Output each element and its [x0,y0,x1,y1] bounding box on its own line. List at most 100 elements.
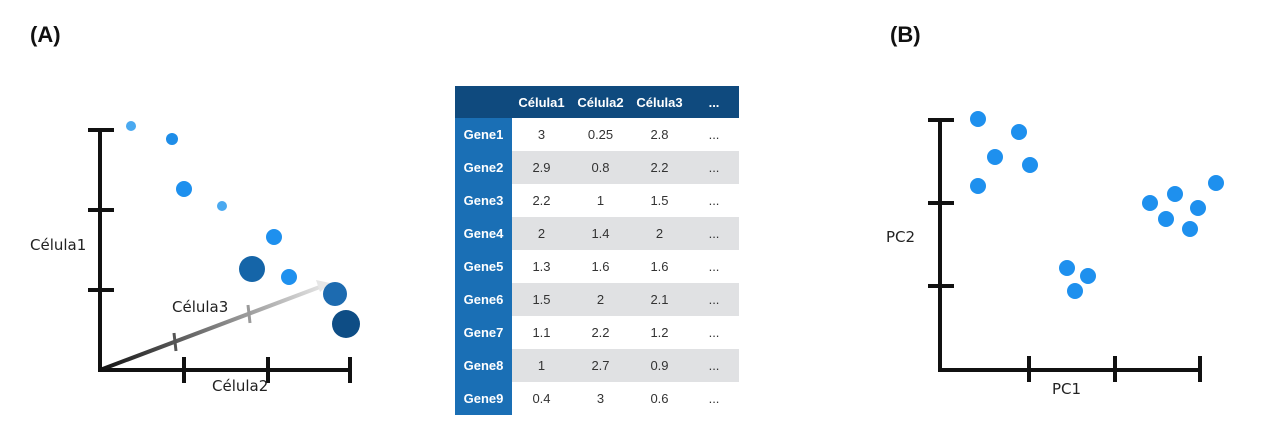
plot-a-depth-tick [172,332,178,352]
gene-name-cell: Gene3 [455,184,512,217]
plot-a-x-axis-label: Célula1 [30,236,86,254]
value-cell: 2.7 [571,349,630,382]
plot-b-axes [928,118,1202,382]
panel-b-label: (B) [890,22,921,47]
plot-a-depth-axis [99,283,326,372]
pc-point [970,178,986,194]
value-cell: 2.2 [512,184,571,217]
value-cell: 1.6 [571,250,630,283]
plot-a-depth-axis-label: Célula3 [172,298,228,316]
ellipsis-cell: ... [689,118,739,151]
ellipsis-cell: ... [689,151,739,184]
value-cell: 1.2 [630,316,689,349]
gene-point [176,181,192,197]
value-cell: 2 [512,217,571,250]
pc-point [1022,157,1038,173]
value-cell: 1.5 [630,184,689,217]
value-cell: 2.2 [630,151,689,184]
table-row: Gene2 2.9 0.8 2.2 ... [455,151,739,184]
pc-point [1158,211,1174,227]
table-row: Gene5 1.3 1.6 1.6 ... [455,250,739,283]
column-header: Célula3 [630,86,689,118]
depth-axis-arrowhead [316,280,330,292]
table-row: Gene8 1 2.7 0.9 ... [455,349,739,382]
gene-name-cell: Gene5 [455,250,512,283]
value-cell: 1.3 [512,250,571,283]
pc-point [1190,200,1206,216]
pc-point [1067,283,1083,299]
pc-point [987,149,1003,165]
value-cell: 1.6 [630,250,689,283]
table-row: Gene6 1.5 2 2.1 ... [455,283,739,316]
value-cell: 2.8 [630,118,689,151]
ellipsis-cell: ... [689,217,739,250]
plot-a-points [126,121,360,338]
gene-point [239,256,265,282]
gene-name-cell: Gene2 [455,151,512,184]
plot-a-depth-tick [246,304,252,324]
value-cell: 1.5 [512,283,571,316]
plot-b-y-axis-label: PC2 [886,228,915,246]
pc-point [1208,175,1224,191]
plot-a-axes [88,128,352,383]
gene-name-cell: Gene1 [455,118,512,151]
gene-name-cell: Gene9 [455,382,512,415]
value-cell: 0.9 [630,349,689,382]
pc-point [1182,221,1198,237]
plot-a-y-axis-label: Célula2 [212,377,268,395]
plot-b-x-axis-label: PC1 [1052,380,1081,398]
table-row: Gene7 1.1 2.2 1.2 ... [455,316,739,349]
gene-point [323,282,347,306]
gene-name-cell: Gene6 [455,283,512,316]
value-cell: 0.4 [512,382,571,415]
ellipsis-cell: ... [689,283,739,316]
gene-point [332,310,360,338]
value-cell: 0.6 [630,382,689,415]
gene-point [217,201,227,211]
table-corner-cell [455,86,512,118]
pc-point [1059,260,1075,276]
value-cell: 2 [571,283,630,316]
table-row: Gene1 3 0.25 2.8 ... [455,118,739,151]
value-cell: 3 [512,118,571,151]
value-cell: 2 [630,217,689,250]
gene-point [166,133,178,145]
value-cell: 0.8 [571,151,630,184]
pc-point [1142,195,1158,211]
table-row: Gene4 2 1.4 2 ... [455,217,739,250]
gene-name-cell: Gene8 [455,349,512,382]
pc-point [970,111,986,127]
gene-name-cell: Gene4 [455,217,512,250]
panel-a-label: (A) [30,22,61,47]
pc-point [1080,268,1096,284]
pc-point [1167,186,1183,202]
gene-point [126,121,136,131]
pc-point [1011,124,1027,140]
plot-b-points [970,111,1224,299]
table-row: Gene3 2.2 1 1.5 ... [455,184,739,217]
expression-table: Célula1 Célula2 Célula3 ... Gene1 3 0.25… [455,86,739,415]
ellipsis-cell: ... [689,316,739,349]
column-header: Célula1 [512,86,571,118]
column-header: Célula2 [571,86,630,118]
ellipsis-cell: ... [689,184,739,217]
value-cell: 3 [571,382,630,415]
ellipsis-cell: ... [689,382,739,415]
value-cell: 2.1 [630,283,689,316]
value-cell: 0.25 [571,118,630,151]
value-cell: 2.2 [571,316,630,349]
gene-point [281,269,297,285]
value-cell: 2.9 [512,151,571,184]
value-cell: 1.1 [512,316,571,349]
value-cell: 1.4 [571,217,630,250]
ellipsis-cell: ... [689,250,739,283]
value-cell: 1 [512,349,571,382]
ellipsis-cell: ... [689,349,739,382]
value-cell: 1 [571,184,630,217]
gene-point [266,229,282,245]
table-header-row: Célula1 Célula2 Célula3 ... [455,86,739,118]
table-row: Gene9 0.4 3 0.6 ... [455,382,739,415]
column-header-ellipsis: ... [689,86,739,118]
gene-name-cell: Gene7 [455,316,512,349]
